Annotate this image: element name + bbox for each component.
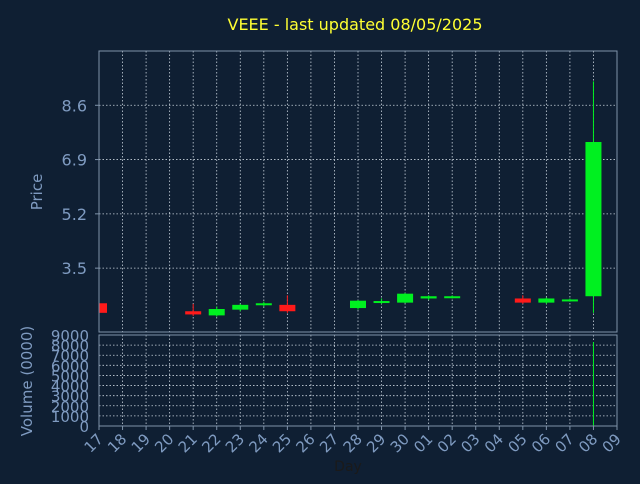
- price-tick-label: 6.9: [62, 151, 87, 170]
- x-tick-label: 27: [316, 430, 342, 456]
- candle-body: [374, 301, 390, 303]
- price-tick-label: 3.5: [62, 259, 87, 278]
- x-tick-label: 24: [245, 430, 271, 456]
- x-tick-label: 09: [599, 430, 625, 456]
- x-tick-label: 25: [269, 430, 295, 456]
- price-axis-label: Price: [28, 174, 46, 211]
- x-tick-label: 03: [457, 430, 483, 456]
- candle-body: [562, 299, 578, 301]
- x-tick-label: 19: [128, 430, 154, 456]
- x-axis-label: Day: [334, 459, 362, 475]
- candle-body: [421, 296, 437, 298]
- price-tick-label: 5.2: [62, 205, 87, 224]
- x-tick-label: 26: [293, 430, 319, 456]
- x-tick-label: 01: [410, 430, 436, 456]
- chart-title: VEEE - last updated 08/05/2025: [228, 15, 483, 34]
- volume-axis-label: Volume (0000): [18, 326, 36, 436]
- candle-body: [585, 142, 601, 296]
- x-tick-label: 29: [363, 430, 389, 456]
- candle-body: [209, 309, 225, 315]
- candle-body: [185, 311, 201, 314]
- candle-body: [99, 303, 107, 313]
- candle-body: [256, 303, 272, 305]
- x-tick-label: 04: [481, 430, 507, 456]
- x-tick-label: 07: [552, 430, 578, 456]
- candle-body: [279, 305, 295, 311]
- candle-body: [350, 301, 366, 308]
- price-tick-label: 8.6: [62, 96, 87, 115]
- x-tick-label: 18: [104, 430, 130, 456]
- candle-body: [397, 294, 413, 303]
- x-tick-label: 06: [528, 430, 554, 456]
- candle-body: [538, 298, 554, 302]
- candle-body: [444, 296, 460, 298]
- x-tick-label: 30: [387, 430, 413, 456]
- candle-body: [232, 305, 248, 310]
- x-tick-label: 20: [151, 430, 177, 456]
- volume-bar: [593, 342, 594, 426]
- x-tick-label: 22: [198, 430, 224, 456]
- candle-body: [515, 298, 531, 302]
- x-tick-label: 28: [340, 430, 366, 456]
- volume-tick-label: 9000: [51, 327, 89, 345]
- x-tick-label: 02: [434, 430, 460, 456]
- x-tick-label: 21: [175, 430, 201, 456]
- x-tick-label: 23: [222, 430, 248, 456]
- x-tick-label: 05: [504, 430, 530, 456]
- x-tick-label: 08: [575, 430, 601, 456]
